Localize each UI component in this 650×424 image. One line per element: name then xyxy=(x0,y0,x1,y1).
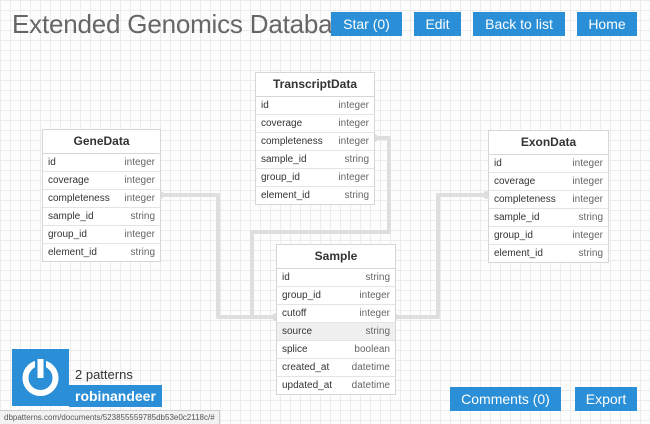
field-name: sample_id xyxy=(494,212,540,223)
field-type: string xyxy=(365,326,390,337)
field-type: integer xyxy=(338,118,369,129)
field-name: id xyxy=(494,158,502,169)
field-type: string xyxy=(344,190,369,201)
field-row[interactable]: group_id integer xyxy=(277,287,395,305)
field-row[interactable]: completeness integer xyxy=(489,191,608,209)
field-type: string xyxy=(130,211,155,222)
field-name: group_id xyxy=(494,230,533,241)
field-row[interactable]: sample_id string xyxy=(43,208,160,226)
field-name: element_id xyxy=(48,247,97,258)
comments-button[interactable]: Comments (0) xyxy=(450,387,561,411)
link-transcript-sample xyxy=(250,136,391,319)
field-name: sample_id xyxy=(48,211,94,222)
field-type: integer xyxy=(124,175,155,186)
field-row[interactable]: updated_at datetime xyxy=(277,377,395,394)
table-title: Sample xyxy=(277,245,395,269)
field-type: integer xyxy=(359,290,390,301)
link-exon-sample xyxy=(394,193,488,319)
field-row[interactable]: coverage integer xyxy=(43,172,160,190)
table-transcriptdata[interactable]: TranscriptData id integer coverage integer c… xyxy=(255,72,375,205)
field-name: element_id xyxy=(494,248,543,259)
field-type: string xyxy=(578,248,603,259)
table-exondata[interactable]: ExonData id integer coverage integer complet… xyxy=(488,130,609,263)
table-title: TranscriptData xyxy=(256,73,374,97)
field-row[interactable]: element_id string xyxy=(489,245,608,262)
field-name: id xyxy=(282,272,290,283)
field-name: completeness xyxy=(48,193,110,204)
status-bar-url: dbpatterns.com/documents/523855559785db5… xyxy=(0,410,220,424)
field-type: string xyxy=(578,212,603,223)
field-name: splice xyxy=(282,344,308,355)
field-row[interactable]: sample_id string xyxy=(489,209,608,227)
field-name: created_at xyxy=(282,362,330,373)
field-row[interactable]: element_id string xyxy=(43,244,160,261)
field-type: string xyxy=(344,154,369,165)
field-type: integer xyxy=(359,308,390,319)
field-type: integer xyxy=(338,100,369,111)
field-type: datetime xyxy=(351,362,390,373)
field-type: string xyxy=(130,247,155,258)
field-type: integer xyxy=(572,158,603,169)
field-name: coverage xyxy=(48,175,90,186)
pattern-count[interactable]: 2 patterns xyxy=(75,367,133,382)
field-name: completeness xyxy=(494,194,556,205)
field-name: id xyxy=(48,157,56,168)
field-name: element_id xyxy=(261,190,310,201)
table-genedata[interactable]: GeneData id integer coverage integer complet… xyxy=(42,129,161,262)
field-type: integer xyxy=(572,230,603,241)
back-to-list-button[interactable]: Back to list xyxy=(473,12,565,36)
field-name: coverage xyxy=(494,176,536,187)
page-title: Extended Genomics Database xyxy=(12,9,360,39)
field-type: integer xyxy=(338,172,369,183)
field-row[interactable]: cutoff integer xyxy=(277,305,395,323)
field-row[interactable]: completeness integer xyxy=(43,190,160,208)
field-row[interactable]: element_id string xyxy=(256,187,374,204)
star-button[interactable]: Star (0) xyxy=(331,12,402,36)
field-type: string xyxy=(365,272,390,283)
field-type: integer xyxy=(124,157,155,168)
field-type: integer xyxy=(124,229,155,240)
field-row[interactable]: id integer xyxy=(43,154,160,172)
field-name: id xyxy=(261,100,269,111)
field-row[interactable]: group_id integer xyxy=(43,226,160,244)
field-type: integer xyxy=(338,136,369,147)
field-row[interactable]: group_id integer xyxy=(256,169,374,187)
field-name: sample_id xyxy=(261,154,307,165)
field-type: datetime xyxy=(351,380,390,391)
field-row[interactable]: group_id integer xyxy=(489,227,608,245)
edit-button[interactable]: Edit xyxy=(414,12,461,36)
username-link[interactable]: robinandeer xyxy=(69,385,162,407)
table-sample[interactable]: Sample id string group_id integer cutoff inte… xyxy=(276,244,396,395)
field-row[interactable]: sample_id string xyxy=(256,151,374,169)
field-row[interactable]: coverage integer xyxy=(256,115,374,133)
export-button[interactable]: Export xyxy=(575,387,637,411)
field-name: completeness xyxy=(261,136,323,147)
field-row[interactable]: splice boolean xyxy=(277,341,395,359)
avatar[interactable] xyxy=(12,349,69,406)
field-row[interactable]: coverage integer xyxy=(489,173,608,191)
field-row[interactable]: created_at datetime xyxy=(277,359,395,377)
power-icon xyxy=(22,357,59,396)
field-row[interactable]: completeness integer xyxy=(256,133,374,151)
field-name: cutoff xyxy=(282,308,307,319)
field-type: boolean xyxy=(354,344,390,355)
table-title: ExonData xyxy=(489,131,608,155)
field-row[interactable]: id integer xyxy=(489,155,608,173)
field-type: integer xyxy=(572,194,603,205)
home-button[interactable]: Home xyxy=(577,12,637,36)
field-row[interactable]: id string xyxy=(277,269,395,287)
field-row[interactable]: source string xyxy=(277,323,395,341)
field-name: group_id xyxy=(261,172,300,183)
field-name: coverage xyxy=(261,118,303,129)
field-name: updated_at xyxy=(282,380,333,391)
table-title: GeneData xyxy=(43,130,160,154)
field-row[interactable]: id integer xyxy=(256,97,374,115)
field-type: integer xyxy=(572,176,603,187)
field-name: group_id xyxy=(48,229,87,240)
field-name: source xyxy=(282,326,313,337)
field-type: integer xyxy=(124,193,155,204)
link-gene-sample xyxy=(159,193,276,319)
field-name: group_id xyxy=(282,290,321,301)
